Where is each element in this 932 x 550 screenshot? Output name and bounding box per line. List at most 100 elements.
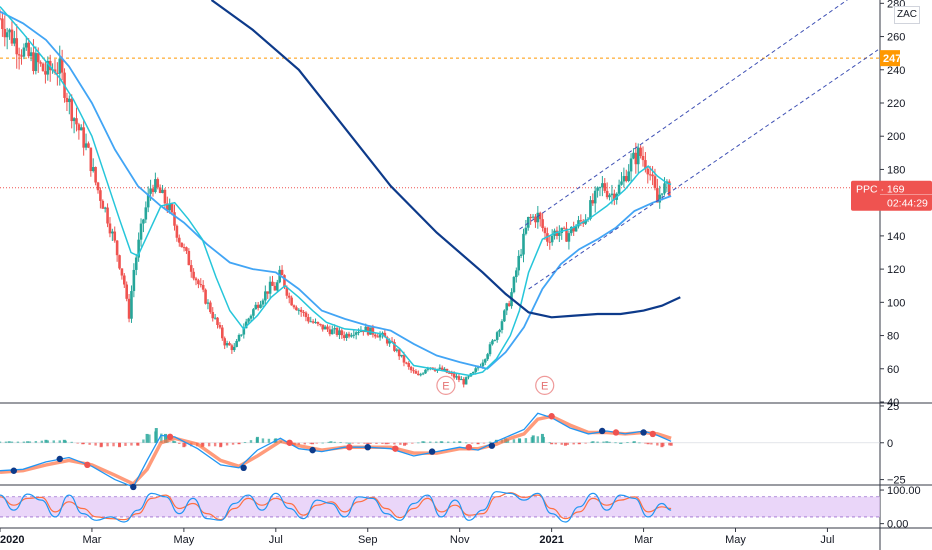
candle-body [249, 315, 253, 319]
candle-body [567, 233, 571, 242]
candle-body [79, 127, 83, 131]
macd-histogram-bar [614, 442, 617, 444]
macd-histogram-bar [249, 440, 253, 443]
macd-histogram-bar [669, 442, 673, 446]
candle-body [144, 207, 148, 220]
macd-histogram-bar [26, 441, 30, 443]
macd-cross-dot [649, 430, 656, 438]
candle-body [462, 379, 466, 385]
candle-body [495, 332, 499, 340]
candle-body [118, 255, 121, 269]
candle-body [328, 329, 332, 335]
x-tick-label: May [725, 534, 746, 546]
macd-histogram-bar [261, 438, 265, 443]
candle-body [32, 52, 35, 72]
macd-histogram-bar [154, 431, 157, 443]
candle-body [230, 345, 234, 351]
macd-histogram-bar [512, 439, 516, 443]
macd-histogram-bar [173, 441, 177, 443]
candle-body [526, 216, 530, 228]
candle-body [381, 332, 384, 335]
candle-body [572, 226, 575, 232]
candle-body [218, 324, 222, 328]
candle-body [285, 286, 289, 296]
macd-histogram-bar [602, 441, 605, 443]
candle-body [395, 349, 399, 351]
macd-histogram-bar [660, 442, 664, 448]
macd-histogram-bar [375, 442, 378, 444]
stoch-d-line [0, 492, 672, 521]
candle-body [115, 240, 119, 256]
candle-body [660, 193, 664, 195]
candle-body [166, 203, 169, 211]
macd-cross-dot [309, 446, 316, 454]
candle-body [295, 307, 298, 311]
macd-cross-dot [488, 442, 496, 449]
candle-body [309, 321, 313, 323]
earnings-marker[interactable] [535, 375, 555, 395]
candle-body [0, 18, 2, 20]
macd-histogram-bar [28, 441, 32, 443]
candle-body [505, 303, 509, 311]
earnings-marker-label: E [442, 380, 449, 392]
candle-body [648, 174, 652, 176]
macd-histogram-bar [62, 439, 66, 443]
candle-body [156, 179, 160, 188]
candle-body [376, 336, 379, 338]
candle-body [438, 367, 442, 369]
candle-body [163, 189, 167, 204]
candle-body [421, 373, 425, 375]
candle-body [498, 329, 501, 333]
earnings-marker[interactable] [436, 375, 456, 395]
y-tick-label: 220 [887, 98, 905, 110]
x-tick-label: Jul [820, 534, 834, 546]
currency-badge[interactable]: ZAC [894, 6, 920, 24]
candle-body [185, 247, 188, 251]
macd-histogram-bar [44, 439, 48, 443]
macd-histogram-bar [148, 434, 151, 443]
candle-body [608, 195, 611, 198]
macd-cross-dot [465, 443, 473, 451]
macd-histogram-bar [605, 441, 609, 443]
stoch-tick-label: 0.00 [887, 519, 908, 531]
candle-body [515, 270, 518, 278]
macd-cross-dot [346, 443, 353, 451]
candle-body [82, 127, 85, 148]
candle-body [311, 321, 315, 323]
candle-body [134, 257, 138, 270]
macd-histogram-bar [46, 440, 50, 443]
candle-body [460, 379, 463, 381]
candle-body [158, 187, 162, 193]
candle-body [290, 297, 293, 306]
macd-histogram-bar [536, 436, 540, 443]
candle-body [204, 289, 207, 304]
candle-body [400, 354, 403, 357]
macd-histogram-bar [638, 442, 641, 444]
candle-body [225, 343, 229, 346]
candle-body [378, 334, 382, 338]
y-tick-label: 140 [887, 231, 905, 243]
channel-lower-line[interactable] [528, 49, 879, 290]
macd-histogram-bar [7, 441, 11, 443]
candle-body [41, 63, 45, 72]
candle-body [106, 207, 109, 224]
candle-body [569, 226, 573, 234]
macd-histogram-bar [596, 441, 599, 443]
macd-histogram-bar [470, 442, 474, 444]
macd-histogram-bar [345, 442, 348, 444]
macd-histogram-bar [184, 442, 187, 447]
current-price-tag[interactable] [851, 180, 932, 211]
channel-upper-line[interactable] [519, 0, 878, 230]
candle-body [299, 309, 303, 312]
macd-histogram-bar [632, 441, 635, 443]
candle-body [598, 187, 602, 189]
candle-body [352, 334, 356, 336]
macd-histogram-bar [329, 441, 333, 443]
candle-body [407, 363, 411, 367]
candle-body [77, 124, 81, 131]
macd-histogram-bar [182, 442, 186, 448]
candle-body [524, 227, 528, 234]
candle-body [221, 327, 224, 339]
candle-body [5, 32, 9, 38]
